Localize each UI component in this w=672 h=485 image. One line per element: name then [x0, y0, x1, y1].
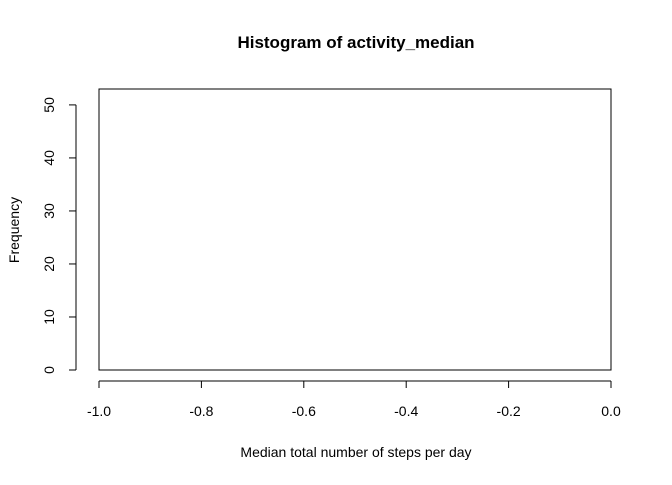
y-tick-label: 0 [41, 366, 57, 374]
y-tick-label: 20 [41, 256, 57, 272]
x-tick-label: -0.4 [394, 403, 418, 419]
y-tick-label: 40 [41, 150, 57, 166]
y-axis-label: Frequency [6, 197, 22, 263]
x-tick-label: -0.6 [292, 403, 316, 419]
y-axis: 0 10 20 30 40 50 [41, 97, 77, 374]
x-tick-label: 0.0 [601, 403, 621, 419]
x-tick-label: -0.8 [189, 403, 213, 419]
y-tick-label: 10 [41, 309, 57, 325]
y-tick-label: 30 [41, 203, 57, 219]
x-axis-label: Median total number of steps per day [240, 444, 471, 460]
x-axis: -1.0 -0.8 -0.6 -0.4 -0.2 0.0 [87, 380, 621, 419]
y-tick-label: 50 [41, 97, 57, 113]
plot-frame [98, 88, 612, 371]
x-tick-label: -1.0 [87, 403, 111, 419]
chart-title: Histogram of activity_median [237, 33, 474, 52]
x-tick-label: -0.2 [497, 403, 521, 419]
